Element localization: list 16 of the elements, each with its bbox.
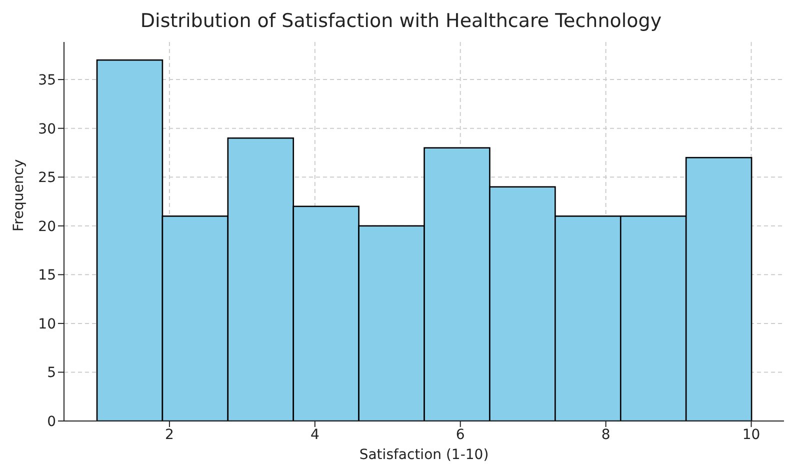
- y-tick-label: 10: [38, 316, 56, 332]
- x-tick-label: 4: [310, 426, 320, 443]
- x-tick-label: 8: [601, 426, 610, 443]
- y-tick-label: 0: [47, 414, 56, 430]
- y-tick-label: 30: [38, 121, 56, 138]
- y-tick-label: 25: [38, 170, 56, 186]
- y-tick-label: 20: [38, 218, 56, 235]
- chart-title: Distribution of Satisfaction with Healthcare Technology: [139, 10, 663, 32]
- y-tick-label: 35: [38, 72, 56, 89]
- y-axis-title: Frequency: [10, 159, 27, 232]
- y-tick-label: 15: [38, 268, 56, 284]
- x-tick-label: 10: [742, 426, 760, 443]
- x-axis-title: Satisfaction (1-10): [359, 447, 489, 463]
- x-tick-label: 2: [164, 426, 174, 443]
- x-tick-label: 6: [456, 426, 465, 443]
- y-tick-label: 5: [47, 365, 56, 382]
